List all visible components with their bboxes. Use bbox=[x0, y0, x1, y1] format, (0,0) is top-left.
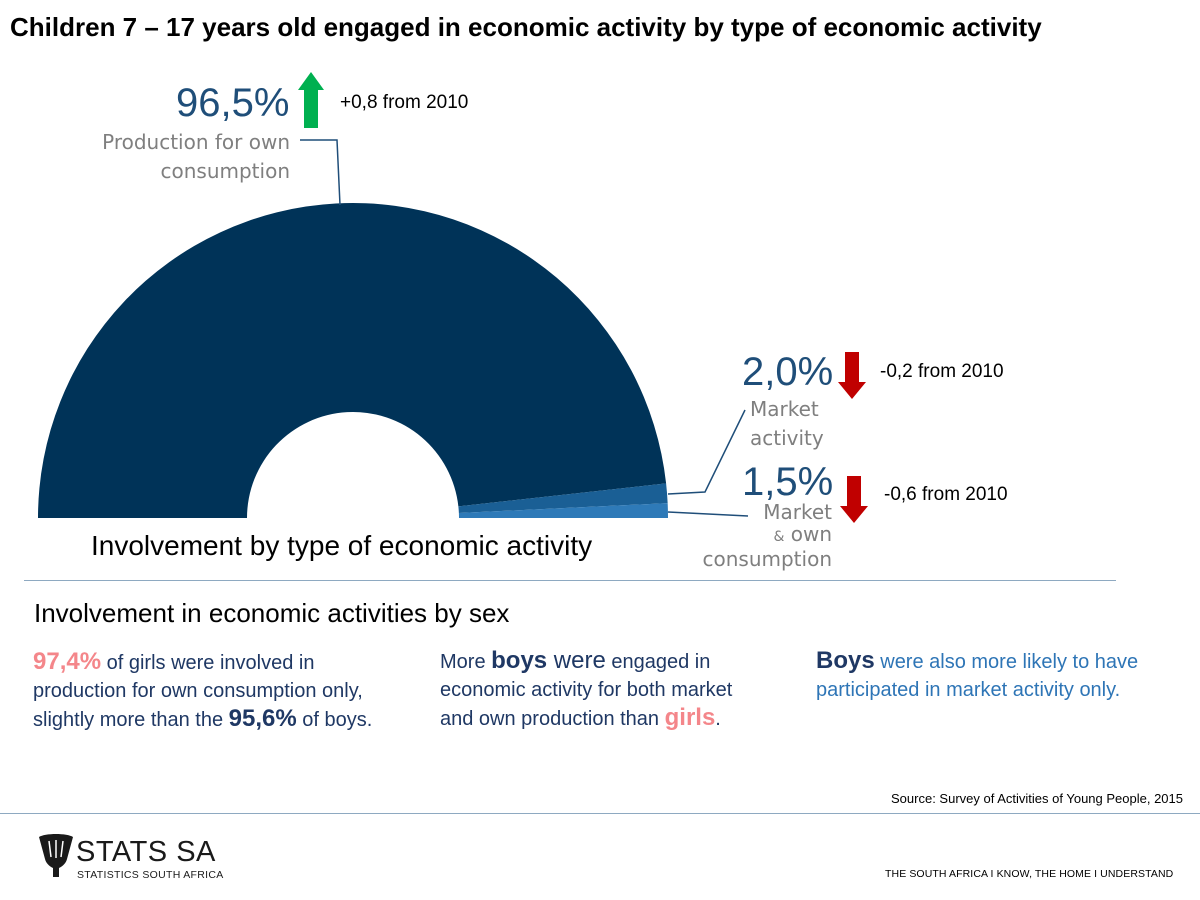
boys-both-paragraph: More boys were engaged in economic activ… bbox=[440, 647, 733, 731]
leader-line-production bbox=[300, 139, 341, 206]
leader-line-market bbox=[667, 409, 746, 495]
market-label: Market activity bbox=[750, 397, 824, 450]
arrow-down-icon bbox=[838, 352, 866, 399]
market-percent: 2,0% bbox=[742, 350, 834, 394]
production-percent: 96,5% bbox=[176, 81, 290, 125]
arrow-down-icon bbox=[840, 476, 868, 523]
page-title: Children 7 – 17 years old engaged in eco… bbox=[10, 12, 1042, 42]
source-note: Source: Survey of Activities of Young Pe… bbox=[891, 791, 1183, 806]
market-own-change: -0,6 from 2010 bbox=[884, 484, 1008, 505]
leader-line-market-own bbox=[667, 511, 749, 517]
footer-divider bbox=[0, 813, 1200, 814]
segment-market-activity[interactable] bbox=[458, 483, 668, 514]
market-own-label: Market & own consumption bbox=[702, 500, 833, 571]
half-donut-chart bbox=[38, 72, 868, 523]
market-change: -0,2 from 2010 bbox=[880, 361, 1004, 382]
stats-sa-logo-text: STATS SA bbox=[76, 836, 216, 868]
production-change: +0,8 from 2010 bbox=[340, 92, 469, 113]
footer-tagline: THE SOUTH AFRICA I KNOW, THE HOME I UNDE… bbox=[885, 868, 1174, 880]
stats-sa-logo-subtitle: STATISTICS SOUTH AFRICA bbox=[77, 869, 224, 881]
divider bbox=[24, 580, 1116, 581]
chart-title: Involvement by type of economic activity bbox=[91, 530, 593, 561]
girls-paragraph: 97,4% of girls were involved in producti… bbox=[33, 648, 373, 732]
segment-market-own-consumption[interactable] bbox=[458, 503, 668, 518]
segment-production-own-consumption[interactable] bbox=[38, 202, 667, 518]
boys-market-paragraph: Boys were also more likely to have parti… bbox=[816, 647, 1139, 701]
production-label: Production for own consumption bbox=[102, 130, 290, 183]
arrow-up-icon bbox=[298, 72, 324, 128]
section-title: Involvement in economic activities by se… bbox=[34, 598, 510, 628]
market-own-percent: 1,5% bbox=[742, 460, 834, 504]
stats-sa-logo-icon bbox=[39, 834, 73, 877]
